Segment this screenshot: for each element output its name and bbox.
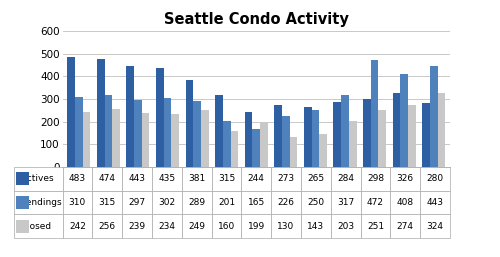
Bar	[334, 103, 341, 167]
Bar	[112, 109, 120, 167]
Bar	[215, 95, 223, 167]
Bar	[67, 57, 75, 167]
Bar	[438, 94, 446, 167]
Bar	[252, 130, 260, 167]
Bar	[430, 67, 438, 167]
Bar	[378, 110, 386, 167]
Bar	[282, 116, 290, 167]
Bar	[104, 95, 112, 167]
Bar	[320, 134, 327, 167]
Bar	[349, 121, 356, 167]
Bar	[274, 105, 282, 167]
Bar	[230, 131, 238, 167]
Bar	[223, 121, 230, 167]
Bar	[290, 137, 298, 167]
Bar	[312, 110, 320, 167]
Title: Seattle Condo Activity: Seattle Condo Activity	[164, 12, 348, 27]
Bar	[304, 107, 312, 167]
Bar	[134, 99, 142, 167]
Bar	[422, 103, 430, 167]
Bar	[186, 80, 193, 167]
Bar	[164, 98, 172, 167]
Bar	[341, 95, 349, 167]
Bar	[392, 93, 400, 167]
Bar	[260, 122, 268, 167]
Bar	[244, 112, 252, 167]
Bar	[97, 59, 104, 167]
Bar	[193, 101, 201, 167]
Bar	[82, 112, 90, 167]
Bar	[408, 105, 416, 167]
Bar	[172, 114, 179, 167]
Bar	[126, 67, 134, 167]
Bar	[400, 74, 408, 167]
Bar	[201, 111, 208, 167]
Bar	[363, 99, 370, 167]
Bar	[370, 60, 378, 167]
Bar	[156, 68, 164, 167]
Bar	[75, 97, 82, 167]
Bar	[142, 113, 150, 167]
